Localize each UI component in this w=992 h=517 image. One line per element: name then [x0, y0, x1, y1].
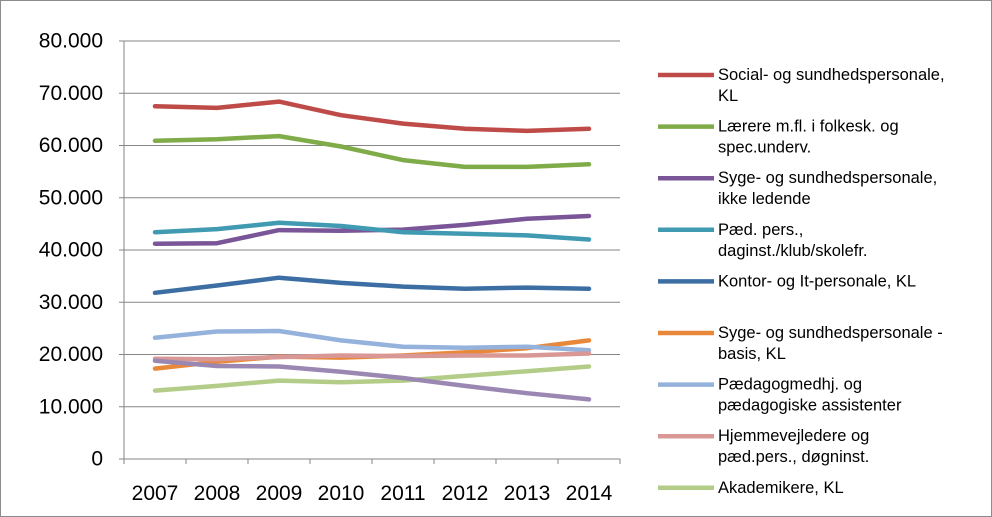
series-line [152, 133, 592, 170]
x-tick-label: 2012 [442, 482, 489, 505]
x-tick-label: 2011 [380, 482, 425, 505]
y-axis-ticks: 0 10.000 20.000 30.000 40.000 50.000 60.000 70.… [39, 30, 103, 471]
legend-label: Akademikere, KL [718, 479, 844, 497]
y-tick-label: 10.000 [39, 395, 103, 418]
legend-label: daginst./klub/skolefr. [718, 242, 868, 260]
legend-label: spec.underv. [718, 139, 811, 157]
series-line [152, 220, 592, 242]
y-tick-label: 0 [91, 448, 103, 471]
legend-label: basis, KL [718, 345, 786, 363]
legend-label: Pædagogmedhj. og [718, 376, 862, 394]
series-line [152, 351, 592, 362]
series-line [152, 364, 592, 393]
y-tick-label: 60.000 [39, 134, 103, 157]
x-tick-label: 2008 [194, 482, 241, 505]
y-tick-label: 80.000 [39, 30, 103, 53]
x-tick-label: 2013 [504, 482, 551, 505]
legend-label: Hjemmevejledere og [718, 427, 869, 445]
axes [119, 40, 621, 464]
series-lines [152, 99, 592, 402]
y-tick-label: 20.000 [39, 343, 103, 366]
x-tick-label: 2009 [256, 482, 303, 505]
legend-label: Kontor- og It-personale, KL [718, 272, 916, 290]
legend-label: ikke ledende [718, 190, 811, 208]
gridlines [124, 40, 620, 408]
legend-label: Lærere m.fl. i folkesk. og [718, 118, 899, 136]
legend-label: KL [718, 87, 738, 105]
y-tick-label: 50.000 [39, 186, 103, 209]
x-tick-label: 2014 [566, 482, 613, 505]
y-tick-label: 30.000 [39, 291, 103, 314]
legend-label: Syge- og sundhedspersonale, [718, 169, 937, 187]
legend-label: pædagogiske assistenter [718, 397, 902, 415]
x-axis-ticks: 2007 2008 2009 2010 2011 2012 2013 2014 [132, 482, 613, 505]
legend-label: Social- og sundhedspersonale, [718, 66, 945, 84]
legend-label: Syge- og sundhedspersonale - [718, 324, 943, 342]
series-line [152, 358, 592, 402]
y-tick-label: 40.000 [39, 239, 103, 262]
x-tick-label: 2007 [132, 482, 179, 505]
series-line [152, 275, 592, 296]
x-tick-label: 2010 [318, 482, 365, 505]
y-tick-label: 70.000 [39, 82, 103, 105]
legend-label: pæd.pers., døgninst. [718, 448, 869, 466]
legend-label: Pæd. pers., [718, 221, 803, 239]
series-line [152, 99, 592, 134]
legend: Social- og sundhedspersonale, KL Lærere m.… [658, 66, 945, 497]
series-line [152, 328, 592, 353]
